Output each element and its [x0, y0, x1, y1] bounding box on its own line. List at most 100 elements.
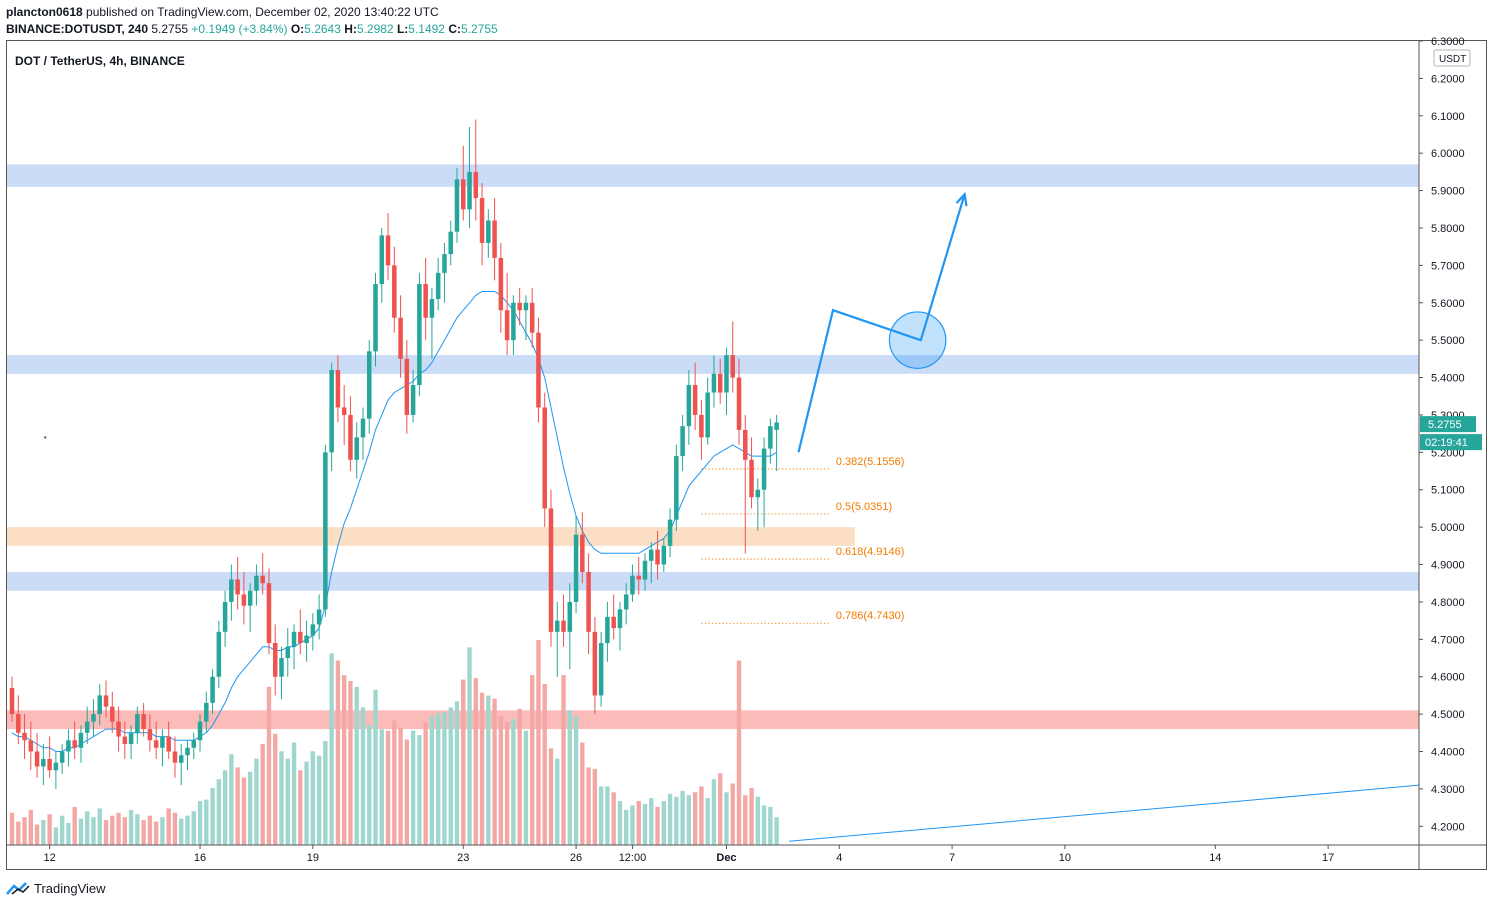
candle-body	[66, 740, 71, 752]
volume-bar	[47, 814, 52, 845]
candle	[103, 680, 109, 718]
candle	[304, 620, 309, 662]
candle-body	[423, 284, 428, 318]
candle	[178, 744, 184, 786]
open-label: O:	[290, 22, 305, 36]
volume-bar	[686, 795, 692, 845]
volume-bar	[486, 695, 491, 845]
volume-bar	[78, 818, 84, 845]
chart-area[interactable]	[6, 40, 1487, 870]
candle-body	[348, 414, 353, 460]
price-tick-label: 4.5000	[1431, 709, 1465, 721]
candle	[655, 530, 660, 580]
price-tick-label: 4.7000	[1431, 634, 1465, 646]
candle-body	[128, 732, 134, 745]
low-value: 5.1492	[408, 22, 445, 36]
candle-body	[517, 302, 522, 311]
volume-bar	[310, 751, 316, 845]
zone-blue-1	[7, 355, 1419, 374]
candle	[692, 362, 698, 430]
candle	[774, 414, 779, 472]
chart-title: DOT / TetherUS, 4h, BINANCE	[15, 54, 185, 68]
volume-bar	[624, 809, 629, 845]
candle-body	[674, 456, 679, 520]
candle	[454, 168, 460, 243]
volume-bar	[260, 743, 265, 845]
candle-body	[341, 407, 347, 415]
candle-body	[736, 377, 742, 430]
candle	[598, 631, 604, 707]
candle	[686, 370, 692, 445]
candle	[392, 246, 397, 333]
candle-body	[34, 751, 40, 767]
candle	[768, 418, 773, 464]
candle	[247, 583, 253, 632]
candle-body	[623, 594, 629, 610]
volume-bar	[210, 787, 215, 845]
candle	[605, 601, 610, 662]
volume-bar	[116, 812, 121, 845]
candle-body	[398, 317, 403, 359]
candle	[460, 145, 466, 221]
candle-body	[548, 508, 554, 632]
candle-body	[686, 385, 692, 427]
volume-bar	[573, 716, 579, 845]
candle-body	[692, 385, 698, 415]
volume-bar	[655, 806, 660, 845]
candle	[260, 553, 265, 595]
candle	[153, 721, 159, 759]
volume-bar	[555, 758, 560, 845]
candle	[97, 684, 103, 726]
candle-body	[529, 302, 535, 333]
candle-body	[247, 590, 253, 606]
tradingview-brand[interactable]: TradingView	[34, 881, 106, 896]
time-tick-label: 16	[194, 852, 206, 864]
volume-bar	[461, 679, 466, 845]
volume-bar	[417, 735, 422, 845]
candle-body	[642, 560, 648, 580]
candle	[354, 422, 359, 479]
time-tick-label: 12:00	[619, 852, 647, 864]
last-price-label: 5.2755	[1428, 419, 1462, 431]
publish-line: plancton0618 published on TradingView.co…	[6, 5, 439, 19]
candle-body	[385, 235, 391, 266]
projection-arrowhead	[955, 191, 968, 207]
candle-body	[536, 332, 541, 408]
volume-bar	[542, 683, 547, 845]
symbol-label[interactable]: BINANCE:DOTUSDT, 240	[6, 22, 149, 36]
chart-canvas[interactable]: 0.382(5.1556) 0.5(5.0351) 0.618(4.9146) 0.7…	[0, 0, 1493, 880]
candle	[724, 347, 729, 415]
candle	[705, 377, 710, 445]
candle	[298, 609, 303, 655]
volume-bar	[254, 758, 259, 845]
publisher-name[interactable]: plancton0618	[6, 5, 83, 19]
candle-body	[122, 736, 128, 745]
volume-bar	[160, 817, 165, 845]
candle-body	[47, 758, 52, 771]
candle-body	[460, 179, 466, 210]
volume-bar	[661, 801, 666, 845]
candle-body	[9, 687, 15, 715]
candle	[22, 714, 27, 759]
volume-bar	[379, 729, 384, 845]
candle	[435, 257, 441, 311]
volume-bar	[479, 692, 485, 845]
volume-bar	[743, 795, 748, 845]
candle-body	[730, 355, 735, 378]
time-tick-label: 7	[949, 852, 955, 864]
candle-body	[266, 583, 272, 644]
candle	[216, 620, 222, 688]
fib-level-label: 0.5(5.0351)	[836, 501, 892, 513]
tradingview-logo-icon[interactable]	[6, 882, 30, 896]
candle-body	[279, 658, 284, 677]
price-tick-label: 4.8000	[1431, 597, 1465, 609]
candle	[373, 272, 378, 367]
volume-bar	[467, 647, 472, 845]
volume-bar	[699, 786, 704, 845]
volume-bar	[172, 812, 178, 845]
volume-bar	[335, 660, 341, 845]
candle	[743, 414, 748, 554]
candle-body	[304, 635, 309, 644]
candle	[661, 538, 667, 573]
zone-red-4	[7, 710, 1419, 730]
